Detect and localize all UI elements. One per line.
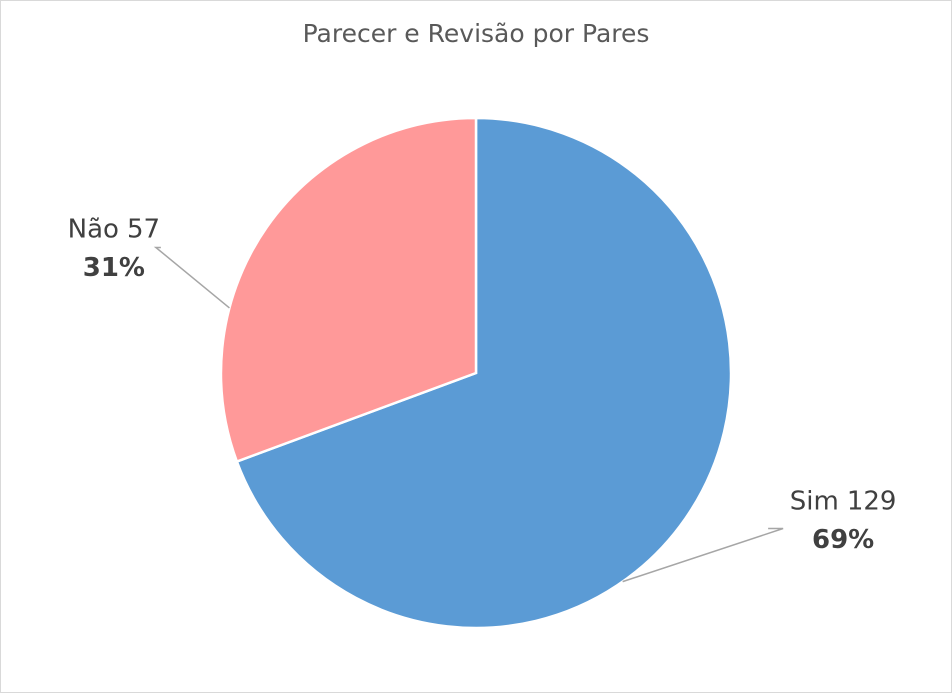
value-label: 57 bbox=[127, 214, 160, 244]
chart-title: Parecer e Revisão por Pares bbox=[303, 19, 650, 48]
percent-label: 69% bbox=[812, 525, 874, 555]
data-label: Sim 129 bbox=[790, 486, 897, 516]
category-label: Não bbox=[68, 214, 119, 244]
percent-label: 31% bbox=[83, 253, 145, 283]
leader-line bbox=[622, 527, 784, 583]
value-label: 129 bbox=[847, 486, 897, 516]
data-label: Não 57 bbox=[68, 214, 160, 244]
pie-slice bbox=[219, 116, 478, 464]
leader-line bbox=[153, 246, 230, 309]
pie-slice bbox=[235, 116, 733, 630]
category-label: Sim bbox=[790, 486, 839, 516]
